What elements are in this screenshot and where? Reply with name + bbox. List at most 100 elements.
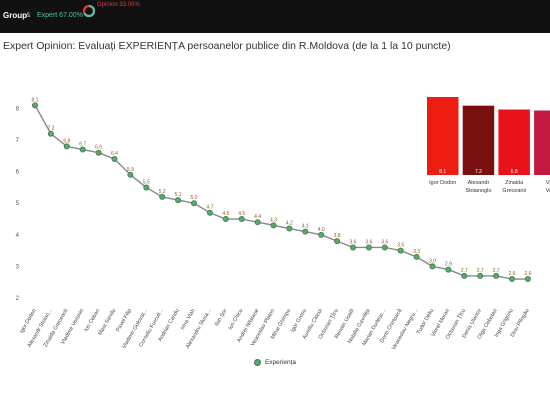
y-tick-label: 4 [16, 233, 20, 239]
data-label: 4.2 [286, 221, 293, 227]
data-point [349, 244, 356, 251]
x-tick-label: Irina Vlah [180, 308, 197, 331]
bar [534, 110, 550, 175]
data-point [175, 197, 182, 204]
bar [462, 105, 495, 175]
data-label: 2.6 [509, 271, 516, 277]
data-point [477, 272, 484, 279]
group-label[interactable]: Group [3, 11, 27, 20]
data-point [334, 238, 341, 245]
data-point [190, 200, 197, 207]
data-label: 6.8 [63, 138, 70, 144]
data-label: 3.6 [381, 239, 388, 245]
bar [427, 97, 459, 175]
data-point [493, 272, 500, 279]
data-label: 4.4 [254, 214, 261, 220]
bar [498, 109, 530, 175]
data-point [95, 149, 102, 156]
bar-category-label: Alexandr [468, 180, 490, 186]
data-point [318, 231, 325, 238]
data-label: 2.9 [445, 262, 452, 268]
bar-category-label: Greceanii [502, 188, 526, 194]
data-point [413, 253, 420, 260]
donut-gauge-icon [82, 4, 96, 18]
data-point [206, 209, 213, 216]
bar-value-label: 6.8 [511, 169, 518, 175]
data-point [222, 216, 229, 223]
data-label: 3.6 [350, 239, 357, 245]
data-label: 4.1 [302, 224, 309, 230]
data-label: 7.2 [47, 126, 54, 132]
data-point [286, 225, 293, 232]
y-tick-label: 2 [16, 296, 20, 302]
data-point [524, 276, 531, 283]
data-label: 4.5 [238, 211, 245, 217]
data-label: 4.5 [222, 211, 229, 217]
data-point [270, 222, 277, 229]
bar-category-label: Zinaida [505, 180, 524, 186]
data-point [111, 156, 118, 163]
bar-value-label: 7.2 [475, 169, 482, 175]
data-point [381, 244, 388, 251]
y-tick-label: 6 [16, 170, 20, 176]
data-label: 2.7 [461, 268, 468, 274]
data-point [445, 266, 452, 273]
bar-category-label: Stoianoglo [465, 188, 491, 194]
data-point [461, 272, 468, 279]
data-point [508, 276, 515, 283]
bar-category-label: Igor Dodon [429, 180, 456, 186]
bar-category-label: Vor [546, 188, 550, 194]
legend-label: Experiența [264, 358, 297, 366]
data-label: 5.2 [159, 189, 166, 195]
y-tick-label: 7 [16, 138, 20, 144]
chart-area: 2 3 4 5 6 7 8 8.1 Igor Dodon 7.2 Alexandr Stoian..… [0, 58, 550, 412]
data-point [79, 146, 86, 153]
data-point [143, 184, 150, 191]
x-tick-label: Ion Chicu [228, 308, 245, 331]
data-label: 3.8 [334, 233, 341, 239]
x-tick-label: Ilan Şor [214, 308, 229, 328]
data-point [302, 228, 309, 235]
y-tick-label: 5 [16, 201, 20, 207]
data-label: 3.0 [429, 258, 436, 264]
data-point [47, 130, 54, 137]
data-label: 6.6 [95, 145, 102, 151]
y-tick-label: 3 [16, 264, 20, 270]
data-label: 5.1 [175, 192, 182, 198]
bar-value-label: 8.1 [439, 169, 446, 175]
data-label: 5.0 [191, 195, 198, 201]
opinion-percentage: Opinion 33.00% [97, 2, 140, 8]
data-label: 5.9 [127, 167, 134, 173]
data-point [32, 102, 39, 109]
data-point [127, 171, 134, 178]
data-label: 2.7 [493, 268, 500, 274]
data-label: 2.7 [477, 268, 484, 274]
data-label: 2.6 [524, 271, 531, 277]
legend[interactable]: Experiența [0, 355, 550, 369]
data-point [365, 244, 372, 251]
data-label: 3.3 [413, 249, 420, 255]
page-title: Expert Opinion: Evaluați EXPERIENȚA pers… [3, 40, 451, 52]
data-point [159, 193, 166, 200]
data-point [254, 219, 261, 226]
data-label: 4.0 [318, 227, 325, 233]
y-tick-label: 8 [16, 106, 20, 112]
top-bar: Group & Expert 67.00% Opinion 33.00% [0, 0, 550, 33]
data-label: 5.5 [143, 179, 150, 185]
bar-category-label: Vla [546, 180, 550, 186]
data-point [63, 143, 70, 150]
data-point [429, 263, 436, 270]
data-label: 4.7 [206, 205, 213, 211]
data-label: 4.3 [270, 217, 277, 223]
ampersand-icon: & [26, 12, 31, 19]
data-label: 3.6 [365, 239, 372, 245]
data-point [238, 216, 245, 223]
data-label: 6.4 [111, 151, 118, 157]
data-point [397, 247, 404, 254]
expert-percentage: Expert 67.00% [37, 12, 83, 19]
data-label: 3.5 [397, 243, 404, 249]
data-label: 6.7 [79, 142, 86, 148]
legend-marker [253, 358, 261, 366]
data-label: 8.1 [32, 97, 39, 103]
